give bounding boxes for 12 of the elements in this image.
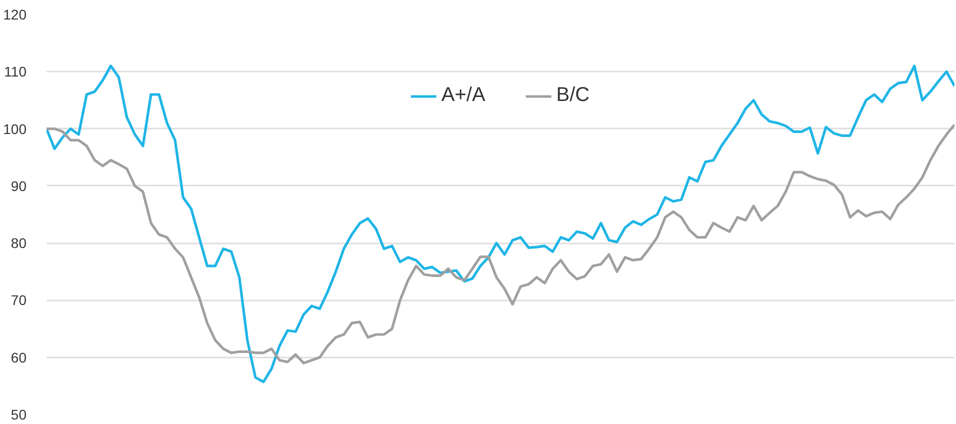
y-tick-label: 50 — [10, 406, 27, 422]
y-tick-label: 70 — [10, 292, 27, 308]
y-tick-label: 60 — [10, 349, 27, 366]
line-series — [46, 123, 954, 364]
legend-label: A+/A — [441, 84, 486, 107]
line-series — [46, 64, 954, 384]
y-tick-label: 100 — [3, 120, 27, 137]
legend-label: B/C — [556, 84, 590, 107]
y-tick-label: 80 — [10, 235, 27, 252]
y-tick-label: 120 — [3, 6, 27, 22]
y-tick-label: 110 — [4, 64, 27, 80]
y-tick-label: 90 — [10, 178, 27, 194]
